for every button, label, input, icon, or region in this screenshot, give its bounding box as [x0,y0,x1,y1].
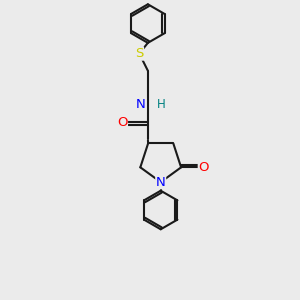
Text: O: O [117,116,128,129]
Text: H: H [156,98,165,112]
Text: S: S [135,47,143,60]
Text: N: N [156,176,166,189]
Text: O: O [198,161,209,174]
Text: N: N [136,98,146,112]
